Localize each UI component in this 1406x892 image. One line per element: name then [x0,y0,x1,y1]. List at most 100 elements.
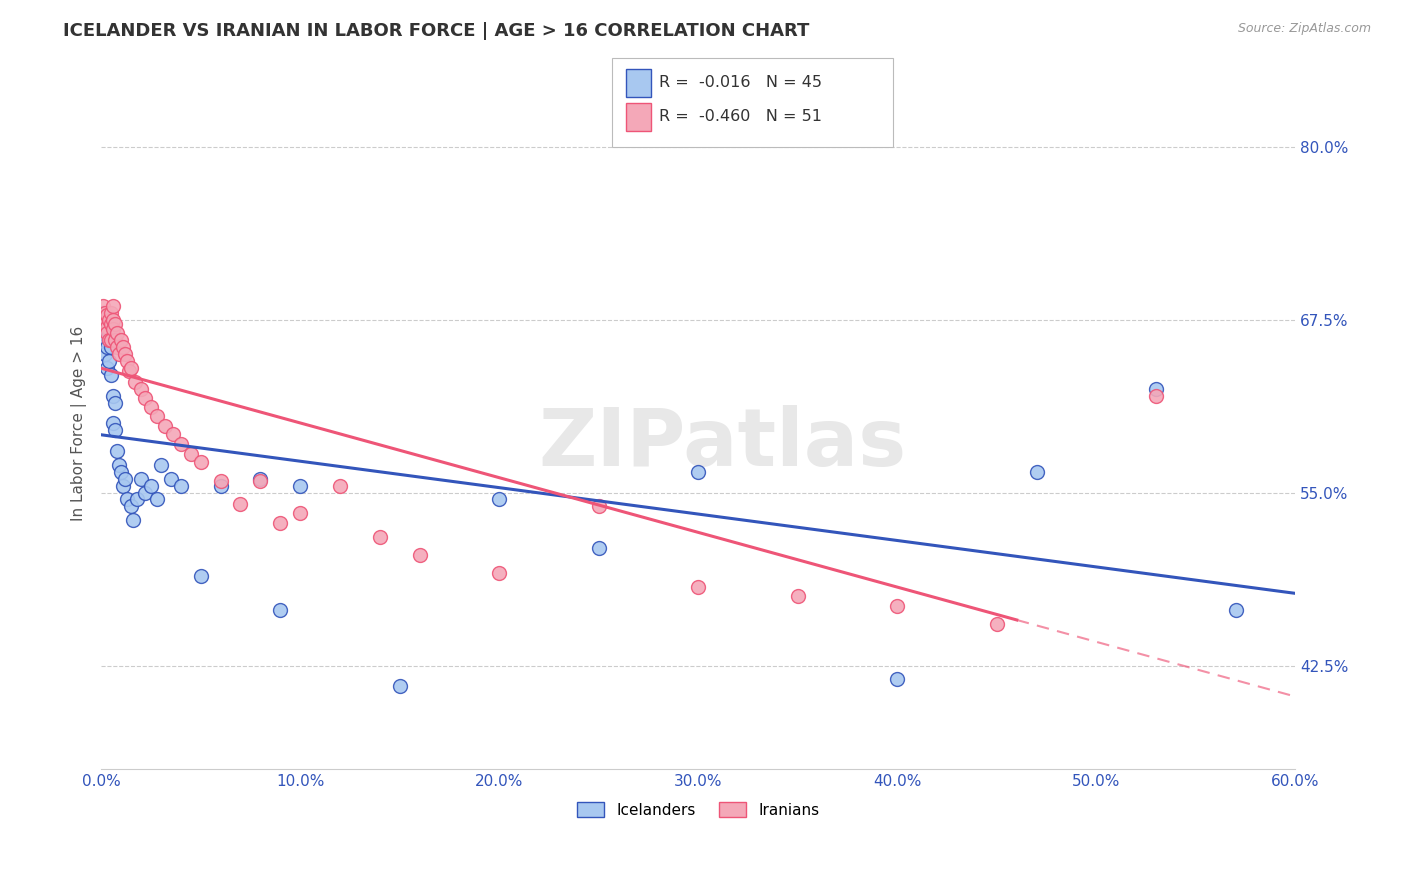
Point [108,458,131,472]
Point [120,361,142,376]
Point [290,506,312,520]
Point [91,306,114,320]
Point [114,472,136,486]
Point [1144,382,1167,396]
Point [129,382,152,396]
Point [100,317,122,331]
Point [588,541,610,555]
Point [98,312,121,326]
Point [124,375,146,389]
Point [125,492,148,507]
Point [110,465,132,479]
Point [100,306,122,320]
Point [139,400,162,414]
Point [886,599,908,613]
Point [209,475,232,489]
Point [114,347,136,361]
Point [249,475,271,489]
Point [162,427,184,442]
Y-axis label: In Labor Force | Age > 16: In Labor Force | Age > 16 [72,326,87,521]
Point [98,354,121,368]
Point [1025,465,1047,479]
Point [96,361,118,376]
Point [98,334,121,348]
Point [115,354,138,368]
Point [104,317,127,331]
Text: R =  -0.460   N = 51: R = -0.460 N = 51 [659,110,823,124]
Point [91,299,114,313]
Point [115,492,138,507]
Point [94,312,117,326]
Point [96,326,118,341]
Point [111,340,134,354]
Point [488,566,510,580]
Point [129,472,152,486]
Point [94,334,117,348]
Text: ICELANDER VS IRANIAN IN LABOR FORCE | AGE > 16 CORRELATION CHART: ICELANDER VS IRANIAN IN LABOR FORCE | AG… [63,22,810,40]
Point [122,513,145,527]
Text: ZIPatlas: ZIPatlas [538,405,907,483]
Point [96,340,118,354]
Point [96,317,118,331]
Point [104,334,127,348]
Point [96,319,118,334]
Point [408,548,430,562]
Point [688,465,710,479]
Legend: Icelanders, Iranians: Icelanders, Iranians [571,796,825,824]
Point [94,306,117,320]
Point [110,334,132,348]
Point [170,478,193,492]
Point [149,458,172,472]
Point [290,478,312,492]
Point [96,309,118,323]
Point [269,603,291,617]
Point [986,617,1008,632]
Text: Source: ZipAtlas.com: Source: ZipAtlas.com [1237,22,1371,36]
Point [209,478,232,492]
Point [488,492,510,507]
Point [91,312,114,326]
Point [100,368,122,382]
Point [368,530,391,544]
Point [886,673,908,687]
Point [101,299,124,313]
Point [105,444,128,458]
Point [269,516,291,530]
Point [94,317,117,331]
Point [786,590,808,604]
Text: R =  -0.016   N = 45: R = -0.016 N = 45 [659,76,823,90]
Point [180,447,202,461]
Point [134,485,156,500]
Point [229,497,252,511]
Point [100,340,122,354]
Point [108,347,131,361]
Point [94,347,117,361]
Point [139,478,162,492]
Point [104,423,127,437]
Point [249,472,271,486]
Point [98,326,121,341]
Point [120,500,142,514]
Point [100,334,122,348]
Point [190,568,212,582]
Point [91,326,114,341]
Point [388,679,411,693]
Point [190,455,212,469]
Point [153,419,176,434]
Point [159,472,181,486]
Point [101,417,124,431]
Point [1144,389,1167,403]
Point [329,478,352,492]
Point [101,389,124,403]
Point [688,580,710,594]
Point [170,437,193,451]
Point [105,326,128,341]
Point [101,322,124,336]
Point [104,395,127,409]
Point [1225,603,1247,617]
Point [134,392,156,406]
Point [588,500,610,514]
Point [105,340,128,354]
Point [101,312,124,326]
Point [111,478,134,492]
